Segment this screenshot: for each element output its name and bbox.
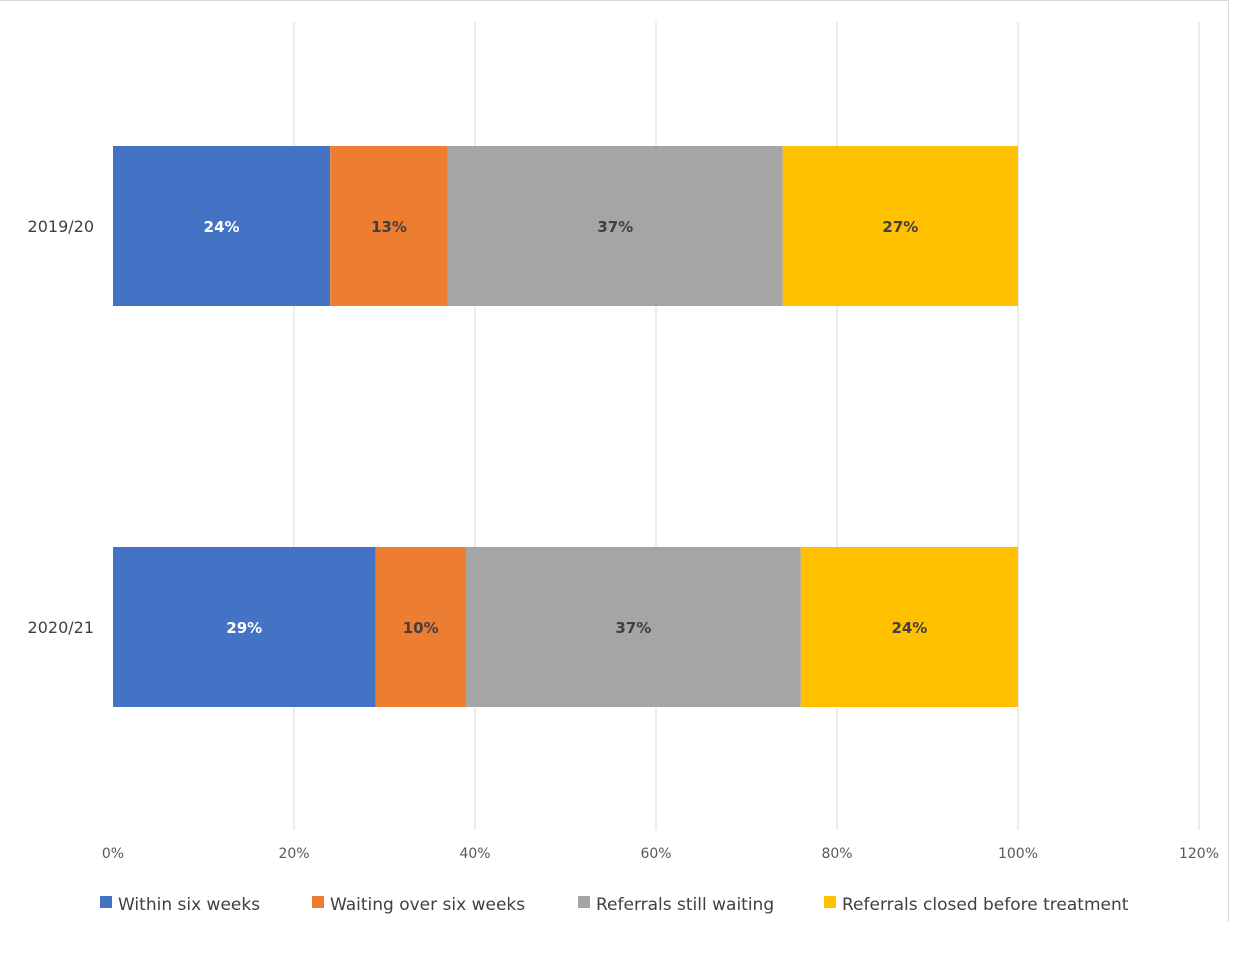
bar-segment — [782, 146, 1018, 306]
x-tick-label: 100% — [998, 846, 1038, 862]
legend-swatch — [312, 896, 324, 908]
legend-entry: Within six weeks — [118, 895, 260, 915]
x-tick-label: 120% — [1179, 846, 1219, 862]
bar-segment — [330, 146, 448, 306]
x-tick-label: 60% — [640, 846, 671, 862]
data-label: 29% — [226, 619, 262, 637]
data-label: 37% — [615, 619, 651, 637]
legend-entry: Waiting over six weeks — [330, 895, 525, 915]
bar-segment — [113, 547, 376, 707]
bar-segment — [800, 547, 1018, 707]
x-tick-label: 40% — [459, 846, 490, 862]
bar-segment — [465, 547, 801, 707]
data-label: 24% — [891, 619, 927, 637]
legend-entry: Referrals still waiting — [596, 895, 774, 915]
category-label: 2020/21 — [28, 618, 94, 637]
bar-segment — [113, 146, 331, 306]
data-label: 13% — [371, 218, 407, 236]
chart-area — [0, 0, 1229, 922]
category-label: 2019/20 — [28, 217, 94, 236]
data-label: 37% — [597, 218, 633, 236]
data-label: 10% — [403, 619, 439, 637]
legend-swatch — [100, 896, 112, 908]
data-label: 27% — [882, 218, 918, 236]
x-tick-label: 80% — [821, 846, 852, 862]
legend-entry: Referrals closed before treatment — [842, 895, 1129, 915]
x-tick-label: 0% — [102, 846, 124, 862]
bar-segment — [375, 547, 466, 707]
data-label: 24% — [204, 218, 240, 236]
legend-swatch — [824, 896, 836, 908]
legend-swatch — [578, 896, 590, 908]
bar-segment — [447, 146, 783, 306]
x-tick-label: 20% — [278, 846, 309, 862]
